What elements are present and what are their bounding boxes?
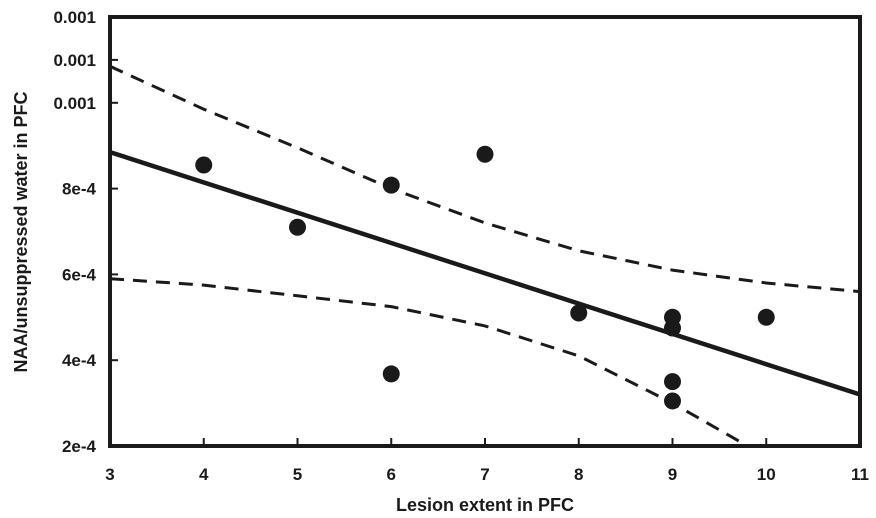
x-tick-label: 5 xyxy=(293,465,302,484)
data-point xyxy=(664,319,681,337)
x-tick-label: 10 xyxy=(757,465,776,484)
lower-confidence-line xyxy=(110,277,749,446)
y-tick-label: 4e-4 xyxy=(62,351,97,370)
data-point xyxy=(289,218,306,236)
regression-line xyxy=(110,149,860,397)
ticks-layer xyxy=(109,16,861,447)
x-tick-labels: 3 4 5 6 7 8 9 10 11 xyxy=(105,465,869,484)
y-tick-labels: 2e-4 4e-4 6e-4 8e-4 0.001 0.001 0.001 xyxy=(53,8,96,456)
data-point xyxy=(476,145,494,163)
y-tick-label: 0.001 xyxy=(53,94,96,113)
data-point xyxy=(664,373,681,391)
data-point xyxy=(757,308,775,326)
y-tick-label: 6e-4 xyxy=(62,265,97,284)
x-tick-label: 7 xyxy=(480,465,489,484)
data-point xyxy=(570,304,588,322)
x-tick-label: 11 xyxy=(851,465,869,484)
x-tick-label: 9 xyxy=(668,465,677,484)
x-axis-title: Lesion extent in PFC xyxy=(396,495,574,515)
y-tick-label: 2e-4 xyxy=(62,437,97,456)
data-point xyxy=(382,176,400,194)
data-point xyxy=(664,392,681,410)
data-point xyxy=(382,365,400,383)
plot-frame xyxy=(108,15,862,448)
y-tick-label: 0.001 xyxy=(53,51,96,70)
y-tick-label: 0.001 xyxy=(53,8,96,27)
data-point xyxy=(195,156,213,174)
x-tick-label: 3 xyxy=(105,465,114,484)
y-axis-title: NAA/unsuppressed water in PFC xyxy=(11,91,31,372)
lines-layer xyxy=(110,64,860,446)
x-tick-label: 6 xyxy=(387,465,396,484)
y-tick-label: 8e-4 xyxy=(62,180,97,199)
x-tick-label: 4 xyxy=(199,465,209,484)
x-tick-label: 8 xyxy=(574,465,583,484)
points-layer xyxy=(195,145,775,410)
upper-confidence-line xyxy=(110,64,860,294)
